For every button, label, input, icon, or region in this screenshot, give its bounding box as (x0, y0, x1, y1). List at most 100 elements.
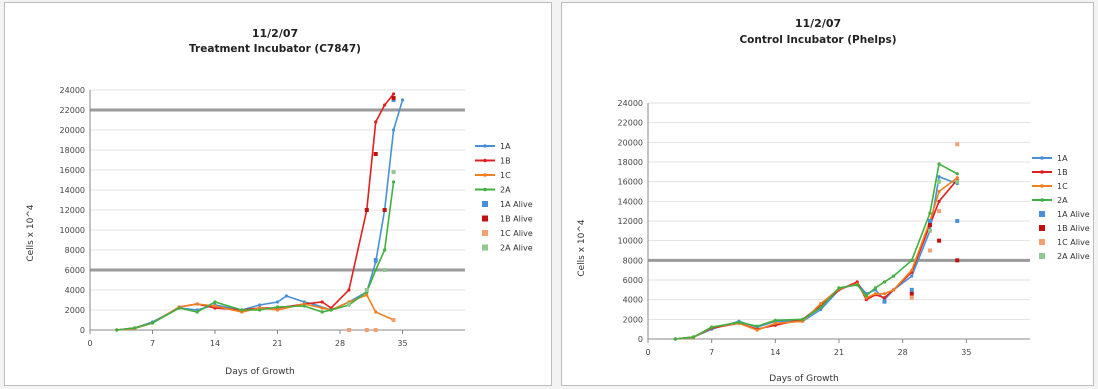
legend-label: 1A Alive (1057, 210, 1090, 219)
series-1c-point (882, 292, 887, 296)
series-1a-point (910, 274, 914, 278)
series-1b-alive-marker (955, 258, 960, 263)
y-tick-label: 14000 (60, 186, 85, 195)
legend-swatch-point (1040, 184, 1044, 188)
series-1b-point (320, 300, 324, 304)
y-tick-label: 12000 (618, 217, 643, 226)
series-2a-point (955, 172, 959, 176)
series-1c-point (819, 302, 823, 306)
y-tick-label: 20000 (60, 126, 85, 135)
series-1c-alive-marker (346, 328, 351, 332)
series-2a-point (864, 294, 868, 298)
series-2a-point (374, 268, 378, 272)
series-2a-point (150, 321, 155, 325)
series-1a-point (937, 175, 941, 179)
series-1b-line (116, 93, 395, 331)
chart-panel-control: 11/2/07 Control Incubator (Phelps) Days … (561, 2, 1094, 386)
x-tick-label: 35 (961, 348, 971, 357)
legend-swatch-marker (1039, 253, 1045, 259)
series-1c-alive-marker (955, 142, 960, 147)
x-tick-label: 7 (709, 348, 714, 357)
series-2a-point (882, 280, 887, 284)
series-1a-line (116, 99, 404, 331)
series-2a-point (801, 317, 805, 321)
series-1b-point (882, 296, 887, 300)
series-2a-point (691, 335, 696, 339)
y-tick-label: 6000 (623, 276, 643, 285)
legend-label: 1A Alive (500, 200, 533, 209)
y-tick-label: 24000 (618, 99, 643, 108)
series-1c-point (937, 189, 941, 194)
legend-swatch-marker (482, 230, 488, 236)
y-tick-label: 0 (80, 326, 85, 335)
series-1c-point (891, 288, 896, 292)
y-tick-label: 8000 (623, 256, 643, 265)
series-2a-point (391, 180, 396, 184)
gridlines (648, 102, 1030, 340)
y-tick-label: 0 (638, 335, 643, 344)
series-1c-alive-marker (909, 295, 914, 300)
series-1b-alive-marker (373, 152, 378, 156)
legend-label: 1B Alive (1057, 224, 1090, 233)
y-tick-label: 24000 (60, 86, 85, 95)
legend-label: 2A (1057, 196, 1068, 205)
series-2a-point (819, 305, 823, 310)
y-tick-label: 2000 (65, 306, 85, 315)
legend: 1A 1B 1C 2A 1A Alive 1B Alive 1C Alive 2A Alive (1032, 154, 1090, 261)
series-1a-alive-marker (927, 219, 932, 223)
y-tick-label: 2000 (623, 315, 643, 324)
series-1a-point (258, 303, 262, 307)
y-axis-label: Cells x 10^4 (577, 219, 587, 277)
series-1b-point (937, 199, 941, 203)
series-2a-point (133, 326, 137, 330)
legend-label: 1A (500, 142, 511, 151)
y-tick-label: 18000 (618, 158, 643, 167)
y-tick-label: 10000 (60, 226, 85, 235)
legend-swatch-marker (1039, 211, 1045, 217)
series-1a-point (275, 300, 280, 304)
series-2a-point (710, 325, 714, 329)
series-2a-point (115, 328, 119, 332)
series-1a-alive-marker (373, 258, 378, 262)
series-1a-alive-marker (955, 219, 960, 223)
x-tick-label: 21 (834, 348, 844, 357)
series-2a-point (195, 310, 199, 314)
legend-label: 1C Alive (500, 229, 533, 238)
legend-label: 2A Alive (1057, 252, 1090, 261)
y-tick-label: 12000 (60, 206, 85, 215)
y-tick-label: 16000 (60, 166, 85, 175)
x-tick-label: 0 (645, 348, 650, 357)
legend-label: 2A (500, 186, 511, 195)
x-tick-label: 14 (210, 339, 220, 348)
series-2a-alive-marker (346, 302, 351, 306)
series-2a-point (177, 306, 181, 310)
series-1a-point (284, 294, 289, 298)
y-tick-label: 18000 (60, 146, 85, 155)
chart-date: 11/2/07 (252, 27, 298, 40)
series-2a-alive-marker (364, 288, 369, 292)
legend-swatch-point (483, 187, 487, 192)
series-1b-point (391, 92, 396, 96)
series-1b-alive-marker (937, 238, 942, 243)
y-tick-label: 10000 (618, 237, 643, 246)
legend-label: 1C (500, 171, 511, 180)
legend-swatch-point (1040, 198, 1044, 202)
series-1b-alive-marker (927, 222, 932, 227)
series-2a-point (837, 286, 841, 290)
series-1a-point (400, 98, 405, 102)
y-tick-label: 8000 (65, 246, 85, 255)
series-2a-alive-marker (382, 268, 387, 272)
series-1b-alive-marker (391, 96, 396, 100)
series-1c-alive-marker (927, 248, 932, 253)
legend-swatch-marker (482, 215, 488, 222)
legend-swatch-point (1040, 170, 1044, 174)
series-1c-line (116, 293, 394, 331)
legend-label: 1C Alive (1057, 238, 1090, 247)
x-tick-label: 21 (272, 339, 282, 348)
series-2a-point (937, 162, 941, 166)
legend-swatch-marker (1039, 225, 1045, 231)
legend-swatch-point (1040, 156, 1044, 160)
legend-label: 1B (1057, 168, 1068, 177)
y-tick-label: 16000 (618, 178, 643, 187)
series-1c-point (773, 321, 777, 325)
